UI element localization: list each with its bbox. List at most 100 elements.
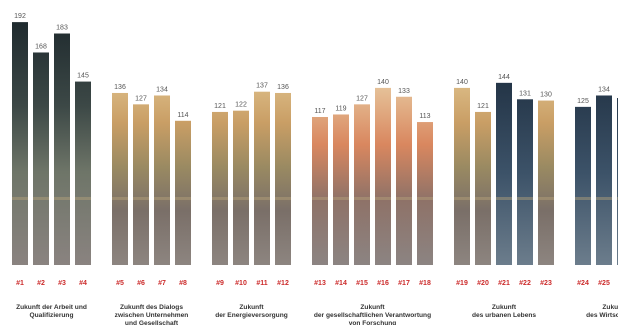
bar-texture	[517, 197, 533, 200]
value-label: 134	[156, 86, 168, 93]
bar-18	[417, 122, 433, 266]
value-label: 119	[335, 105, 346, 112]
value-label: 127	[135, 95, 147, 102]
bar-2	[33, 52, 49, 266]
rank-label: #13	[314, 280, 326, 287]
value-label: 122	[235, 102, 247, 109]
group-label: Zukunft des Dialogs zwischen Unternehmen u…	[115, 304, 189, 325]
bar-12	[275, 92, 291, 266]
bar-texture	[12, 197, 28, 200]
bar-17	[396, 96, 412, 265]
value-label: 140	[456, 79, 468, 86]
bar-13	[312, 116, 328, 266]
rank-label: #6	[137, 280, 145, 287]
bar-texture	[275, 197, 291, 200]
bar-21	[496, 82, 512, 265]
bar-texture	[575, 197, 591, 200]
value-label: 168	[35, 43, 47, 50]
rank-label: #20	[477, 280, 489, 287]
value-label: 114	[177, 112, 188, 119]
bar-texture	[33, 197, 49, 200]
bar-5	[112, 92, 128, 266]
rank-label: #10	[235, 280, 247, 287]
group-label: Zukunft der Arbeit und Qualifizierung	[16, 304, 87, 319]
bar-texture	[375, 197, 391, 200]
bar-texture	[133, 197, 149, 200]
bar-texture	[175, 197, 191, 200]
rank-label: #19	[456, 280, 468, 287]
value-label: 140	[377, 79, 389, 86]
bar-3	[54, 33, 70, 265]
value-label: 183	[56, 25, 68, 32]
rank-label: #23	[540, 280, 552, 287]
value-label: 192	[14, 13, 26, 20]
value-label: 130	[540, 92, 552, 99]
bar-texture	[333, 197, 349, 200]
bar-texture	[75, 197, 91, 200]
rank-label: #3	[58, 280, 66, 287]
rank-label: #21	[498, 280, 510, 287]
bar-10	[233, 110, 249, 265]
bar-texture	[312, 197, 328, 200]
rank-label: #9	[216, 280, 224, 287]
value-label: 117	[314, 108, 325, 115]
bar-19	[454, 87, 470, 266]
bar-texture	[354, 197, 370, 200]
bar-16	[375, 87, 391, 266]
value-label: 121	[214, 103, 226, 110]
rank-label: #5	[116, 280, 124, 287]
bar-22	[517, 99, 533, 265]
value-label: 145	[77, 73, 89, 80]
bar-texture	[254, 197, 270, 200]
value-label: 125	[577, 98, 589, 105]
bar-texture	[596, 197, 612, 200]
value-label: 144	[498, 74, 510, 81]
rank-label: #18	[419, 280, 431, 287]
bar-texture	[54, 197, 70, 200]
labels-layer: 192 #1 168 #2 183 #3 145 #4 Zukunft der Arbeit u…	[14, 13, 618, 325]
value-label: 137	[256, 83, 268, 90]
bar-8	[175, 120, 191, 265]
value-label: 121	[477, 103, 489, 110]
group-label: Zukunft des urbanen Lebens	[472, 304, 536, 319]
rank-label: #7	[158, 280, 166, 287]
rank-label: #16	[377, 280, 389, 287]
rank-label: #22	[519, 280, 531, 287]
rank-label: #1	[16, 280, 24, 287]
rank-label: #25	[598, 280, 610, 287]
bar-texture	[417, 197, 433, 200]
bar-texture	[538, 197, 554, 200]
bar-23	[538, 100, 554, 265]
bar-14	[333, 114, 349, 265]
value-label: 136	[114, 84, 126, 91]
group-label: Zukunft der gesellschaftlichen Verantwort…	[314, 304, 431, 325]
bar-texture	[212, 197, 228, 200]
value-label: 136	[277, 84, 289, 91]
bar-texture	[396, 197, 412, 200]
rank-label: #17	[398, 280, 410, 287]
rank-label: #15	[356, 280, 368, 287]
rank-label: #2	[37, 280, 45, 287]
group-label: Zukunft der Energieversorgung	[215, 304, 288, 319]
rank-label: #11	[256, 280, 267, 287]
bar-4	[75, 81, 91, 265]
rank-label: #8	[179, 280, 187, 287]
bar-24	[575, 106, 591, 265]
rank-label: #14	[335, 280, 347, 287]
bar-6	[133, 104, 149, 265]
value-label: 127	[356, 95, 368, 102]
bar-9	[212, 111, 228, 265]
rank-label: #12	[277, 280, 289, 287]
value-label: 133	[398, 88, 410, 95]
bar-25	[596, 95, 612, 266]
bar-7	[154, 95, 170, 266]
bar-texture	[112, 197, 128, 200]
bar-texture	[233, 197, 249, 200]
value-label: 113	[419, 113, 430, 120]
rank-label: #24	[577, 280, 589, 287]
bar-texture	[454, 197, 470, 200]
rank-label: #4	[79, 280, 87, 287]
